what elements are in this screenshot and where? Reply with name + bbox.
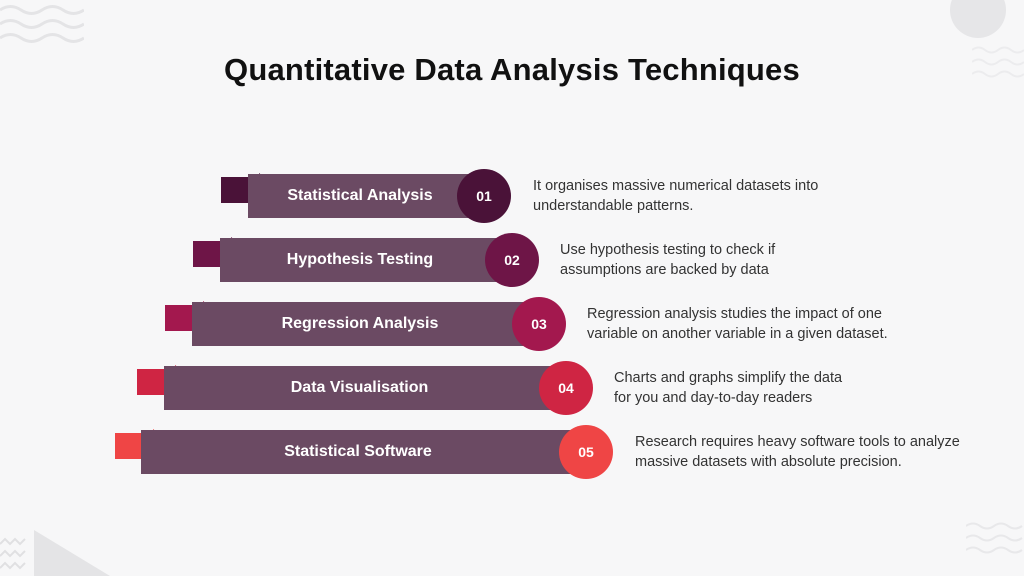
step-01: Statistical Analysis 01 It organises massi… bbox=[0, 169, 1024, 234]
step-number-badge: 02 bbox=[485, 233, 539, 287]
step-description: Regression analysis studies the impact o… bbox=[587, 304, 987, 344]
wave-pattern-bottom-right bbox=[966, 522, 1023, 554]
description-line: Research requires heavy software tools t… bbox=[635, 434, 960, 450]
description-line: Charts and graphs simplify the data bbox=[614, 370, 843, 386]
circle-decoration-top-right bbox=[950, 0, 1006, 38]
description-line: massive datasets with absolute precision… bbox=[635, 454, 902, 470]
description-line: understandable patterns. bbox=[533, 198, 694, 214]
page-title: Quantitative Data Analysis Techniques bbox=[224, 52, 800, 87]
description-line: variable on another variable in a given … bbox=[587, 326, 888, 342]
step-label: Statistical Analysis bbox=[248, 174, 472, 218]
step-number-badge: 03 bbox=[512, 297, 566, 351]
step-description: Use hypothesis testing to check if assump… bbox=[560, 240, 960, 280]
step-description: Research requires heavy software tools t… bbox=[635, 432, 1024, 472]
step-03: Regression Analysis 03 Regression analysis… bbox=[0, 297, 1024, 362]
step-02: Hypothesis Testing 02 Use hypothesis testi… bbox=[0, 233, 1024, 298]
step-label: Regression Analysis bbox=[192, 302, 528, 346]
description-line: for you and day-to-day readers bbox=[614, 390, 813, 406]
description-line: assumptions are backed by data bbox=[560, 262, 769, 278]
description-line: Use hypothesis testing to check if bbox=[560, 242, 776, 258]
description-line: Regression analysis studies the impact o… bbox=[587, 306, 882, 322]
step-description: It organises massive numerical datasets … bbox=[533, 176, 933, 216]
step-number-badge: 05 bbox=[559, 425, 613, 479]
description-line: It organises massive numerical datasets … bbox=[533, 178, 819, 194]
step-number-badge: 04 bbox=[539, 361, 593, 415]
step-label: Statistical Software bbox=[141, 430, 575, 474]
step-number-badge: 01 bbox=[457, 169, 511, 223]
step-04: Data Visualisation 04 Charts and graphs si… bbox=[0, 361, 1024, 426]
wave-pattern-top-left bbox=[0, 5, 84, 43]
step-label: Hypothesis Testing bbox=[220, 238, 500, 282]
triangle-decoration-bottom-left bbox=[34, 530, 110, 576]
wave-pattern-top-right bbox=[972, 46, 1024, 78]
step-05: Statistical Software 05 Research requires … bbox=[0, 425, 1024, 490]
zigzag-pattern-bottom-left bbox=[0, 537, 26, 570]
step-label: Data Visualisation bbox=[164, 366, 555, 410]
step-description: Charts and graphs simplify the data for y… bbox=[614, 368, 1014, 408]
